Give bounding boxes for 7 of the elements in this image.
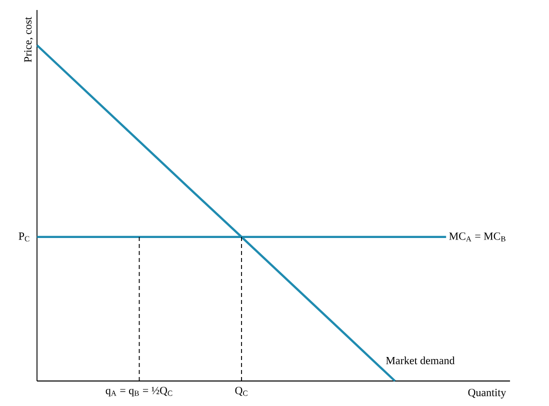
series-label: MC$_{A}$ = MC$_{B}$ [449,232,506,242]
x-tick-label: Q$_{C}$ [235,386,248,396]
x-tick-label: q$_{A}$ = q$_{B}$ = ½Q$_{C}$ [106,386,172,396]
series-label: Market demand [386,356,455,364]
x-axis-title: Quantity [468,388,506,398]
y-axis-title: Price, cost [24,16,34,62]
text: P$_{C}$ [18,232,30,242]
